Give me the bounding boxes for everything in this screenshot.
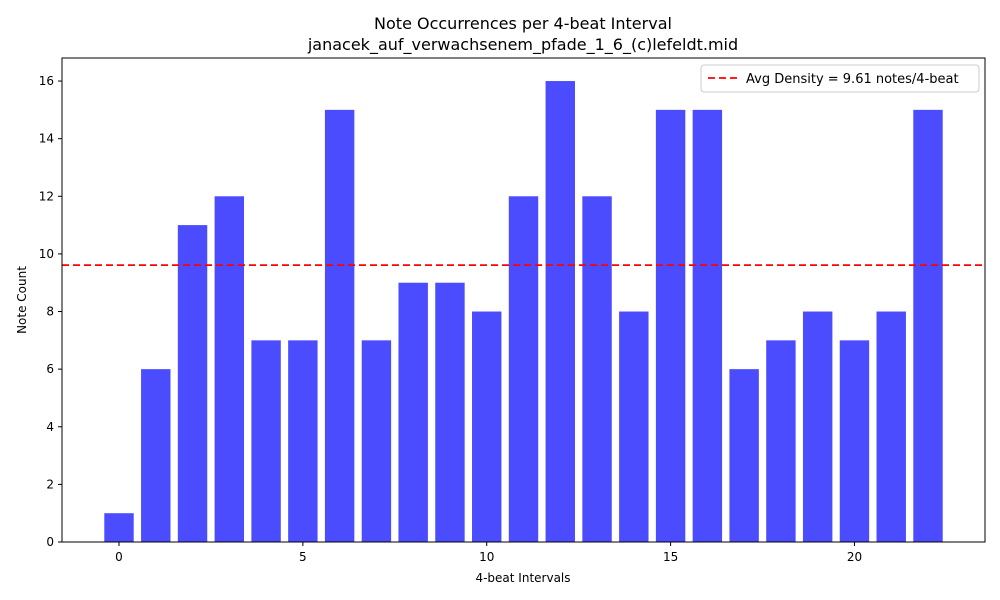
bar-17 [729, 369, 759, 542]
x-tick-label-0: 0 [115, 550, 123, 564]
bar-18 [766, 340, 796, 542]
x-ticks: 0 5 10 15 20 [115, 542, 862, 564]
bar-0 [104, 513, 134, 542]
bar-2 [177, 225, 208, 542]
bar-5 [288, 340, 318, 542]
y-tick-label-2: 2 [46, 477, 54, 491]
y-tick-label-4: 4 [46, 420, 54, 434]
legend-box [700, 64, 980, 93]
bar-12 [545, 81, 575, 543]
bar-6 [324, 109, 355, 542]
bar-7 [361, 340, 392, 542]
bar-10 [472, 311, 502, 542]
bar-15 [655, 109, 686, 542]
bar-1 [141, 369, 171, 542]
y-tick-label-10: 10 [39, 247, 54, 261]
y-ticks: 0 2 4 6 8 10 12 14 16 [39, 74, 62, 549]
chart-title: Note Occurrences per 4-beat Interval [374, 14, 672, 33]
bar-13 [582, 196, 612, 543]
bar-16 [692, 109, 723, 542]
bar-22 [913, 109, 943, 542]
x-tick-label-15: 15 [663, 550, 678, 564]
bar-9 [435, 282, 465, 542]
bar-14 [619, 311, 649, 542]
x-tick-label-20: 20 [847, 550, 862, 564]
y-tick-label-14: 14 [39, 132, 54, 146]
bar-11 [508, 196, 539, 543]
y-axis-label: Note Count [15, 266, 29, 334]
bar-4 [251, 340, 281, 542]
y-tick-label-6: 6 [46, 362, 54, 376]
plot-frame [61, 57, 986, 543]
bar-8 [398, 282, 428, 542]
bar-3 [214, 196, 245, 543]
y-tick-label-12: 12 [39, 189, 54, 203]
x-tick-label-10: 10 [479, 550, 494, 564]
bar-20 [839, 340, 870, 542]
bar-19 [802, 311, 833, 542]
y-tick-label-16: 16 [39, 74, 54, 88]
y-tick-label-8: 8 [46, 305, 54, 319]
bars-group [104, 81, 943, 543]
chart-subtitle: janacek_auf_verwachsenem_pfade_1_6_(c)le… [307, 35, 738, 55]
y-tick-label-0: 0 [46, 535, 54, 549]
x-axis-label: 4-beat Intervals [475, 571, 570, 585]
legend-label: Avg Density = 9.61 notes/4-beat [746, 72, 959, 87]
x-tick-label-5: 5 [299, 550, 307, 564]
bar-21 [876, 311, 906, 542]
legend: Avg Density = 9.61 notes/4-beat [700, 64, 980, 93]
